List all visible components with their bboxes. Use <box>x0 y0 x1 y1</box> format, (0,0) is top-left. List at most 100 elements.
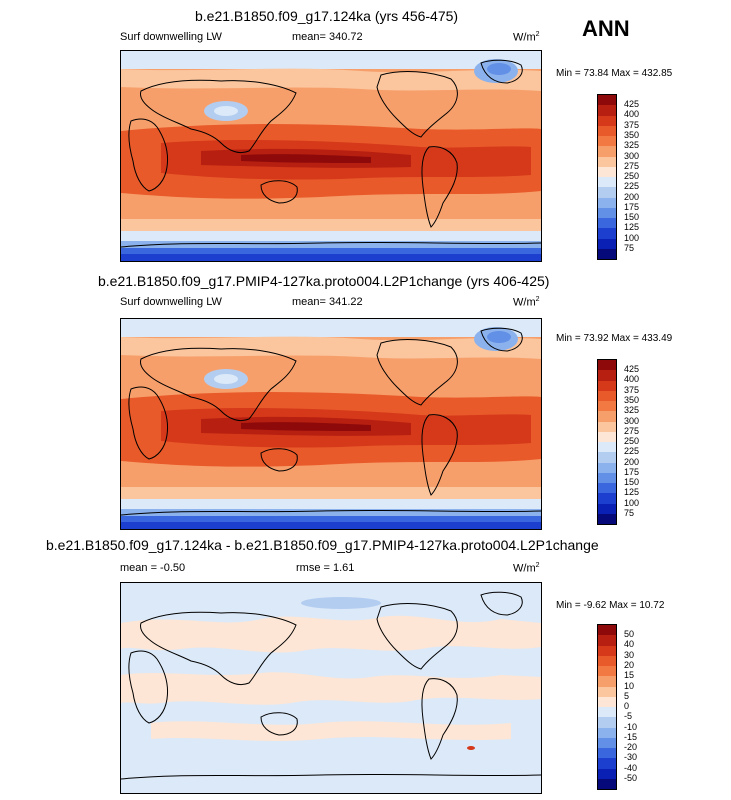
cbar-label: 375 <box>624 385 640 395</box>
cbar-swatch <box>598 105 616 116</box>
cbar-label: 175 <box>624 202 640 212</box>
cbar-label: 225 <box>624 181 640 191</box>
cbar-swatch <box>598 431 616 442</box>
season-label: ANN <box>582 16 630 41</box>
panel1-mean: mean= 340.72 <box>292 31 363 43</box>
units-sup: 2 <box>535 296 540 303</box>
cbar-swatch <box>598 778 616 789</box>
panel2-colorbar-labels: 425 400 375 350 325 300 275 250 225 200 … <box>624 359 664 523</box>
cbar-swatch <box>598 380 616 391</box>
cbar-label: 250 <box>624 171 640 181</box>
cbar-label: 350 <box>624 395 640 405</box>
cbar-label: 150 <box>624 477 640 487</box>
cbar-label: -20 <box>624 742 638 752</box>
panel3-map <box>120 582 542 794</box>
cbar-swatch <box>598 95 616 106</box>
panel3-rmse: rmse = 1.61 <box>296 562 355 574</box>
cbar-swatch <box>598 146 616 157</box>
cbar-swatch <box>598 696 616 707</box>
panel3-minmax: Min = -9.62 Max = 10.72 <box>556 600 665 611</box>
panel2-map-svg <box>121 319 541 529</box>
cbar-swatch <box>598 442 616 453</box>
panel2-field: Surf downwelling LW <box>120 296 222 308</box>
cbar-label: 200 <box>624 192 640 202</box>
cbar-label: 300 <box>624 151 640 161</box>
cbar-label: 20 <box>624 660 635 670</box>
panel2-minmax: Min = 73.92 Max = 433.49 <box>556 333 673 344</box>
panel1-map-svg <box>121 51 541 261</box>
cbar-swatch <box>598 737 616 748</box>
cbar-label: -30 <box>624 752 638 762</box>
cbar-swatch <box>598 411 616 422</box>
cbar-label: 275 <box>624 161 640 171</box>
cbar-label: 40 <box>624 639 635 649</box>
cbar-swatch <box>598 360 616 371</box>
cbar-label: 100 <box>624 233 640 243</box>
panel3-mean: mean = -0.50 <box>120 562 186 574</box>
cbar-label: 75 <box>624 508 635 518</box>
panel3-map-svg <box>121 583 541 793</box>
panel3-colorbar <box>597 624 617 790</box>
cbar-label: -40 <box>624 763 638 773</box>
cbar-swatch <box>598 748 616 759</box>
cbar-swatch <box>598 686 616 697</box>
cbar-swatch <box>598 666 616 677</box>
cbar-swatch <box>598 238 616 249</box>
units-text: W/m <box>513 31 536 44</box>
cbar-label: -5 <box>624 711 633 721</box>
cbar-label: 425 <box>624 99 640 109</box>
cbar-label: 5 <box>624 691 630 701</box>
cbar-swatch <box>598 717 616 728</box>
cbar-label: 400 <box>624 109 640 119</box>
cbar-swatch <box>598 503 616 514</box>
cbar-swatch <box>598 676 616 687</box>
cbar-label: 425 <box>624 364 640 374</box>
cbar-label: -15 <box>624 732 638 742</box>
cbar-swatch <box>598 645 616 656</box>
panel1-field: Surf downwelling LW <box>120 31 222 43</box>
cbar-swatch <box>598 401 616 412</box>
panel3-colorbar-labels: 50 40 30 20 15 10 5 0 -5 -10 -15 -20 -30… <box>624 624 664 788</box>
cbar-swatch <box>598 707 616 718</box>
cbar-label: 200 <box>624 457 640 467</box>
panel1-map <box>120 50 542 262</box>
panel1-colorbar-labels: 425 400 375 350 325 300 275 250 225 200 … <box>624 94 664 258</box>
cbar-label: 150 <box>624 212 640 222</box>
cbar-swatch <box>598 493 616 504</box>
cbar-swatch <box>598 187 616 198</box>
cbar-swatch <box>598 483 616 494</box>
cbar-label: 300 <box>624 416 640 426</box>
cbar-swatch <box>598 655 616 666</box>
cbar-swatch <box>598 758 616 769</box>
cbar-swatch <box>598 462 616 473</box>
panel3-units: W/m2 <box>513 562 540 575</box>
cbar-label: 100 <box>624 498 640 508</box>
panel2-mean: mean= 341.22 <box>292 296 363 308</box>
cbar-label: 325 <box>624 140 640 150</box>
cbar-swatch <box>598 156 616 167</box>
cbar-swatch <box>598 727 616 738</box>
panel2-title: b.e21.B1850.f09_g17.PMIP4-127ka.proto004… <box>98 273 550 289</box>
cbar-swatch <box>598 635 616 646</box>
cbar-label: 375 <box>624 120 640 130</box>
cbar-label: 225 <box>624 446 640 456</box>
cbar-swatch <box>598 768 616 779</box>
cbar-swatch <box>598 207 616 218</box>
cbar-swatch <box>598 472 616 483</box>
cbar-label: 10 <box>624 681 635 691</box>
panel1-units: W/m2 <box>513 31 540 44</box>
panel1-minmax: Min = 73.84 Max = 432.85 <box>556 68 673 79</box>
cbar-label: 50 <box>624 629 635 639</box>
cbar-label: 325 <box>624 405 640 415</box>
panel3-title: b.e21.B1850.f09_g17.124ka - b.e21.B1850.… <box>46 537 599 553</box>
units-text: W/m <box>513 562 536 575</box>
cbar-swatch <box>598 115 616 126</box>
cbar-label: 15 <box>624 670 635 680</box>
cbar-label: -50 <box>624 773 638 783</box>
cbar-swatch <box>598 197 616 208</box>
cbar-label: 400 <box>624 374 640 384</box>
cbar-swatch <box>598 370 616 381</box>
cbar-label: 175 <box>624 467 640 477</box>
cbar-label: 275 <box>624 426 640 436</box>
panel2-units: W/m2 <box>513 296 540 309</box>
